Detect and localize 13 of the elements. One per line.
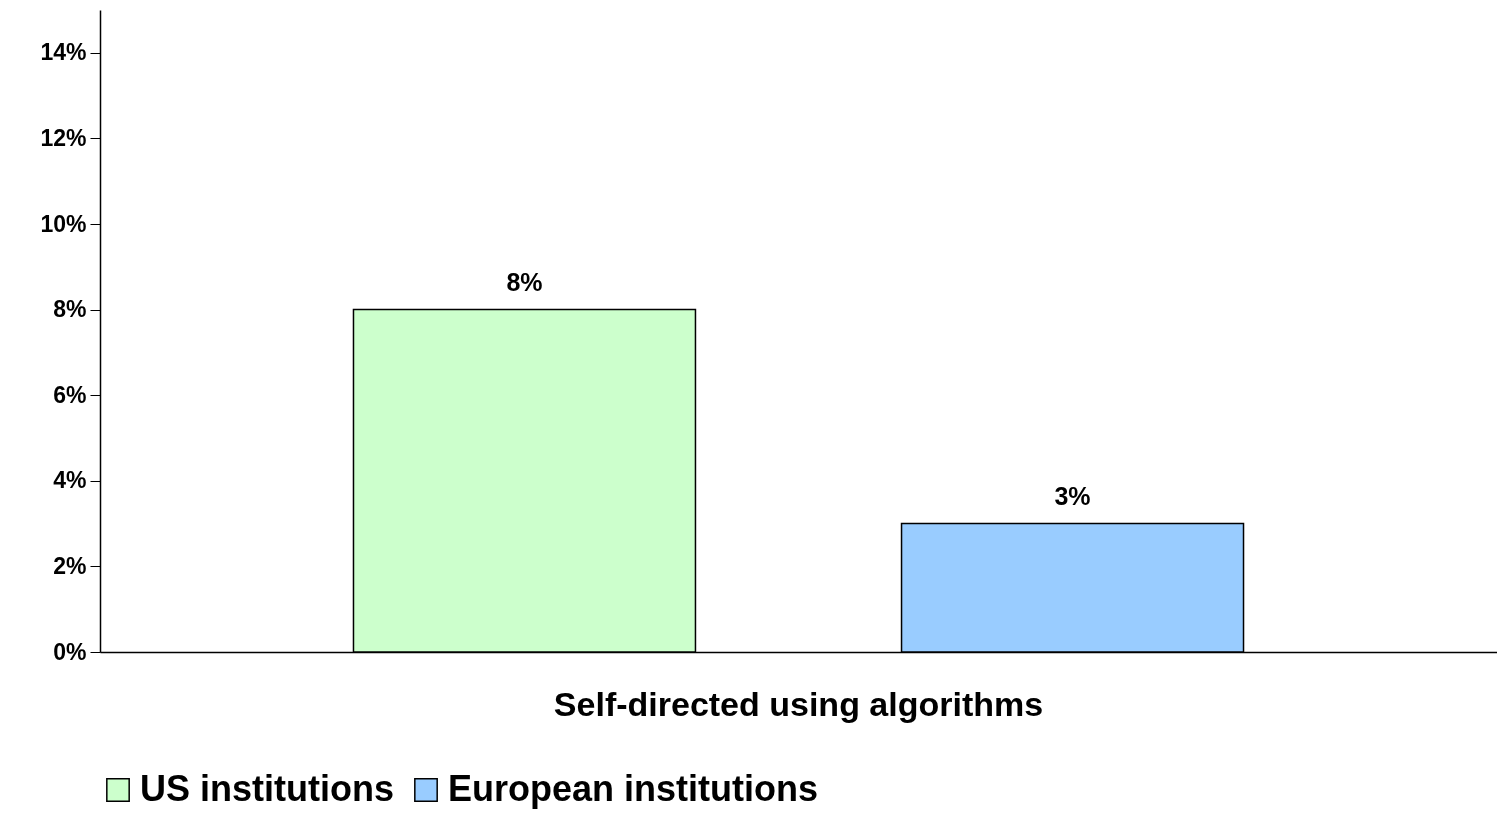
x-tick-label: Self-directed using algorithms: [553, 684, 1044, 723]
legend-label: European institutions: [448, 768, 819, 809]
y-tick-label: 14%: [40, 39, 87, 66]
y-tick-label: 0%: [53, 638, 87, 665]
y-tick-label: 4%: [53, 467, 87, 494]
legend-label: US institutions: [140, 768, 394, 809]
y-tick-label: 8%: [53, 296, 87, 323]
y-tick-label: 2%: [53, 552, 87, 579]
y-tick-label: 10%: [40, 210, 87, 237]
data-label: 8%: [506, 267, 543, 296]
y-tick-label: 6%: [53, 381, 87, 408]
y-tick-label: 12%: [40, 124, 87, 151]
data-label: 3%: [1054, 481, 1091, 510]
